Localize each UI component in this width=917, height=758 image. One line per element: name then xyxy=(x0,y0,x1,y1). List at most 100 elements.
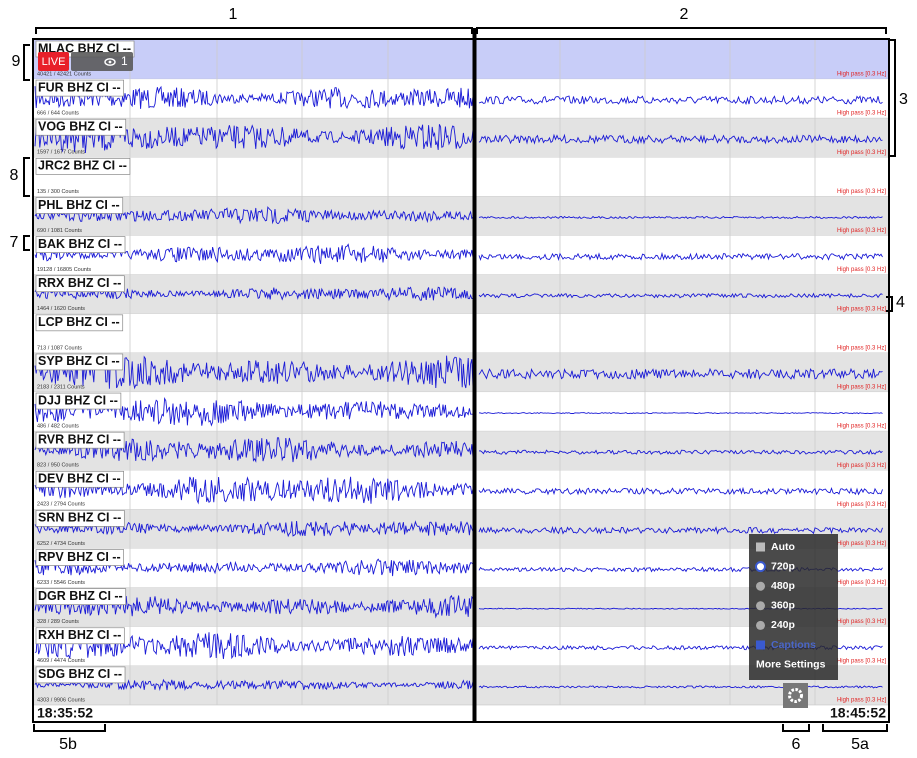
station-label-box xyxy=(35,470,124,488)
filter-label: High pass [0.3 Hz] xyxy=(837,189,886,195)
menu-item[interactable]: Captions xyxy=(771,639,816,651)
counts-label: 713 / 1087 Counts xyxy=(37,345,82,351)
station-label: RXH BHZ CI -- xyxy=(38,628,121,642)
callout-label: 2 xyxy=(680,6,689,23)
station-label-box xyxy=(35,158,131,175)
checkbox xyxy=(756,640,765,650)
time-end: 18:45:52 xyxy=(830,705,886,721)
waveform-trace xyxy=(34,396,473,427)
counts-label: 4303 / 9906 Counts xyxy=(37,697,85,703)
callout-bracket xyxy=(476,27,887,34)
station-label: JRC2 BHZ CI -- xyxy=(38,159,127,173)
callout-label: 3 xyxy=(899,91,908,108)
waveform-trace xyxy=(478,133,883,145)
live-badge xyxy=(38,52,69,71)
menu-item[interactable]: 360p xyxy=(771,600,795,612)
menu-item[interactable]: 240p xyxy=(771,619,795,631)
station-label-box xyxy=(35,118,127,136)
filter-label: High pass [0.3 Hz] xyxy=(837,463,886,469)
station-row xyxy=(34,235,888,275)
callout-bracket xyxy=(888,39,896,157)
filter-label: High pass [0.3 Hz] xyxy=(837,541,886,547)
counts-label: 666 / 644 Counts xyxy=(37,111,79,117)
station-label: DJJ BHZ CI -- xyxy=(38,393,118,407)
station-label: DEV BHZ CI -- xyxy=(38,472,121,486)
station-row xyxy=(34,40,888,80)
menu-item[interactable]: Auto xyxy=(771,541,795,553)
time-start: 18:35:52 xyxy=(37,705,93,721)
checkbox xyxy=(756,542,765,552)
station-row xyxy=(34,313,888,353)
waveform-trace xyxy=(34,85,474,110)
menu-item[interactable]: 480p xyxy=(771,580,795,592)
filter-label: High pass [0.3 Hz] xyxy=(837,111,886,117)
station-label-box xyxy=(35,353,124,371)
station-row xyxy=(34,118,888,158)
filter-label: High pass [0.3 Hz] xyxy=(837,697,886,703)
viewer-count: 1 xyxy=(121,54,128,68)
station-label: DGR BHZ CI -- xyxy=(38,589,123,603)
callout-bracket xyxy=(822,724,888,732)
station-label: LCP BHZ CI -- xyxy=(38,315,120,329)
filter-label: High pass [0.3 Hz] xyxy=(837,385,886,391)
waveform-trace xyxy=(34,520,474,538)
eye-icon xyxy=(104,58,116,66)
filter-label: High pass [0.3 Hz] xyxy=(837,150,886,156)
radio xyxy=(756,581,765,591)
station-row xyxy=(34,196,888,236)
callout-bracket xyxy=(23,44,30,81)
filter-label: High pass [0.3 Hz] xyxy=(837,267,886,273)
radio xyxy=(756,620,765,630)
station-label: SRN BHZ CI -- xyxy=(38,511,121,525)
counts-label: 4609 / 4474 Counts xyxy=(37,658,85,664)
counts-label: 135 / 300 Counts xyxy=(37,189,79,195)
counts-label: 6252 / 4734 Counts xyxy=(37,541,85,547)
waveform-trace xyxy=(478,215,883,220)
waveform-trace xyxy=(478,685,883,689)
callout-label: 5b xyxy=(59,736,77,753)
callout-bracket xyxy=(33,724,106,732)
filter-label: High pass [0.3 Hz] xyxy=(837,228,886,234)
radio xyxy=(756,601,765,611)
station-label: SYP BHZ CI -- xyxy=(38,354,120,368)
menu-item[interactable]: 720p xyxy=(771,560,795,572)
station-label-box xyxy=(35,588,127,605)
waveform-trace xyxy=(34,678,474,691)
counts-label: 486 / 482 Counts xyxy=(37,424,79,430)
counts-label: 328 / 289 Counts xyxy=(37,619,79,625)
radio xyxy=(755,561,766,573)
station-label-box xyxy=(35,627,125,645)
callout-bracket xyxy=(35,27,473,34)
waveform-trace xyxy=(34,632,474,660)
callout-label: 6 xyxy=(792,736,801,753)
filter-label: High pass [0.3 Hz] xyxy=(837,619,886,625)
station-label: BAK BHZ CI -- xyxy=(38,237,122,251)
station-label: RPV BHZ CI -- xyxy=(38,550,121,564)
callout-bracket xyxy=(23,235,30,251)
counts-label: 40421 / 42421 Counts xyxy=(37,71,91,77)
station-label-box xyxy=(35,549,124,566)
station-row xyxy=(34,392,888,432)
station-label-box xyxy=(35,236,126,253)
station-label-box xyxy=(35,314,124,332)
filter-label: High pass [0.3 Hz] xyxy=(837,658,886,664)
filter-label: High pass [0.3 Hz] xyxy=(837,424,886,430)
panel-divider xyxy=(472,28,477,722)
eye-pupil xyxy=(108,60,112,64)
waveform-trace xyxy=(478,449,883,455)
station-label-box xyxy=(35,275,125,293)
waveform-trace xyxy=(478,412,883,415)
live-text: LIVE xyxy=(42,56,66,68)
station-row xyxy=(34,79,888,119)
station-label: FUR BHZ CI -- xyxy=(38,80,121,94)
counts-label: 690 / 1081 Counts xyxy=(37,228,82,234)
station-label: SDG BHZ CI -- xyxy=(38,667,122,681)
counts-label: 6233 / 5546 Counts xyxy=(37,580,85,586)
viewer-badge xyxy=(71,52,133,71)
waveform-trace xyxy=(34,121,474,154)
station-label-box xyxy=(35,431,125,449)
callout-bracket xyxy=(886,296,893,312)
menu-item[interactable]: More Settings xyxy=(756,658,826,670)
callout-bracket xyxy=(782,724,810,732)
